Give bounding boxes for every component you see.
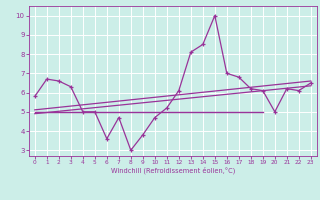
X-axis label: Windchill (Refroidissement éolien,°C): Windchill (Refroidissement éolien,°C)	[111, 167, 235, 174]
